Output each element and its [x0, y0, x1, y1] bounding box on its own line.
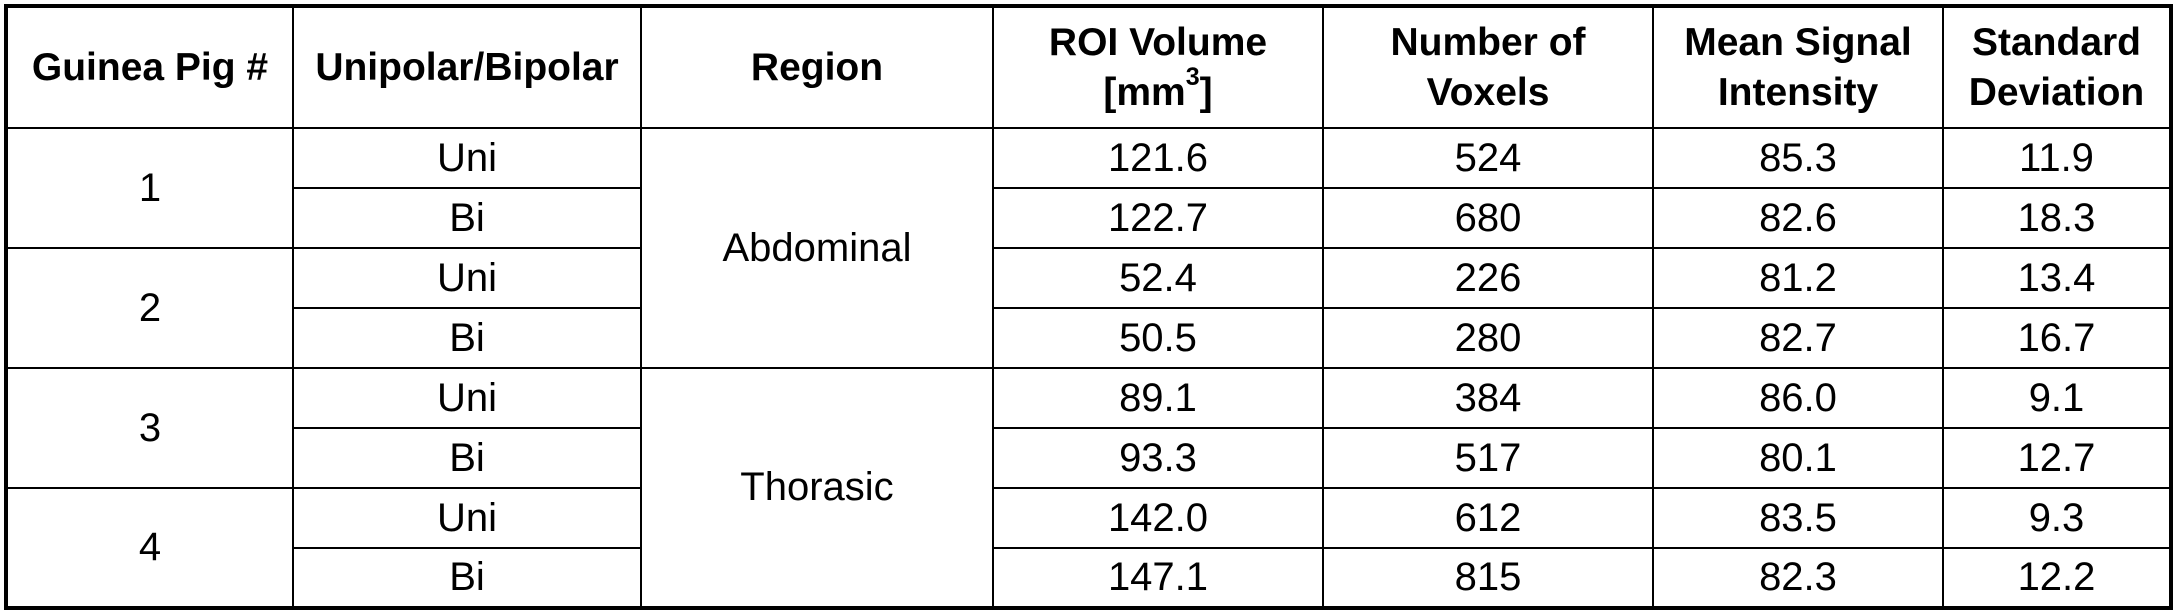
header-cell-mean-signal: Mean Signal Intensity	[1652, 5, 1944, 129]
cell-guinea-pig: 3	[5, 367, 294, 489]
table-header: Guinea Pig # Unipolar/Bipolar Region ROI…	[5, 5, 2172, 129]
cell-roi-volume: 93.3	[992, 427, 1324, 489]
superscript-3: 3	[1185, 62, 1200, 91]
cell-std-dev: 9.1	[1942, 367, 2172, 429]
cell-mean-signal: 80.1	[1652, 427, 1944, 489]
cell-voxels: 612	[1322, 487, 1654, 549]
cell-voxels: 680	[1322, 187, 1654, 249]
header-cell-std-dev: Standard Deviation	[1942, 5, 2172, 129]
cell-roi-volume: 121.6	[992, 127, 1324, 189]
table-row: 3 Uni Thorasic 89.1 384 86.0 9.1	[5, 367, 2172, 609]
cell-mean-signal: 82.7	[1652, 307, 1944, 369]
cell-std-dev: 12.2	[1942, 547, 2172, 609]
cell-polarity: Uni	[292, 247, 642, 309]
cell-std-dev: 11.9	[1942, 127, 2172, 189]
cell-mean-signal: 82.3	[1652, 547, 1944, 609]
cell-mean-signal: 86.0	[1652, 367, 1944, 429]
cell-voxels: 280	[1322, 307, 1654, 369]
cell-polarity: Uni	[292, 367, 642, 429]
cell-polarity: Bi	[292, 307, 642, 369]
cell-roi-volume: 142.0	[992, 487, 1324, 549]
header-cell-roi-volume: ROI Volume [mm3]	[992, 5, 1324, 129]
cell-mean-signal: 85.3	[1652, 127, 1944, 189]
header-cell-polarity: Unipolar/Bipolar	[292, 5, 642, 129]
cell-polarity: Uni	[292, 487, 642, 549]
header-cell-region: Region	[640, 5, 994, 129]
cell-mean-signal: 82.6	[1652, 187, 1944, 249]
cell-polarity: Bi	[292, 427, 642, 489]
roi-volume-label: ROI Volume	[1048, 20, 1268, 64]
table-row: 4 Uni 142.0 612 83.5 9.3	[5, 487, 2172, 609]
cell-mean-signal: 81.2	[1652, 247, 1944, 309]
cell-roi-volume: 147.1	[992, 547, 1324, 609]
roi-measurement-table-container: Guinea Pig # Unipolar/Bipolar Region ROI…	[4, 4, 2173, 610]
cell-std-dev: 16.7	[1942, 307, 2172, 369]
roi-measurement-table: Guinea Pig # Unipolar/Bipolar Region ROI…	[4, 4, 2173, 610]
header-cell-voxels: Number of Voxels	[1322, 5, 1654, 129]
table-row: Bi 50.5 280 82.7 16.7	[6, 307, 2172, 369]
table-row: Bi 93.3 517 80.1 12.7	[6, 427, 2172, 489]
cell-roi-volume: 52.4	[992, 247, 1324, 309]
header-cell-guinea-pig: Guinea Pig #	[5, 5, 294, 129]
cell-roi-volume: 89.1	[992, 367, 1324, 429]
cell-roi-volume: 122.7	[992, 187, 1324, 249]
header-row: Guinea Pig # Unipolar/Bipolar Region ROI…	[5, 5, 2172, 129]
cell-voxels: 384	[1322, 367, 1654, 429]
cell-std-dev: 12.7	[1942, 427, 2172, 489]
roi-volume-unit: [mm3]	[1103, 62, 1213, 114]
cell-polarity: Uni	[292, 127, 642, 189]
table-row: Bi 122.7 680 82.6 18.3	[6, 187, 2172, 249]
table-body: 1 Uni Abdominal 121.6 524 85.3 11.9 Bi 1…	[5, 127, 2172, 609]
cell-guinea-pig: 4	[5, 487, 294, 609]
table-row: 1 Uni Abdominal 121.6 524 85.3 11.9	[5, 127, 2172, 369]
cell-mean-signal: 83.5	[1652, 487, 1944, 549]
cell-voxels: 226	[1322, 247, 1654, 309]
cell-std-dev: 13.4	[1942, 247, 2172, 309]
cell-guinea-pig: 1	[5, 127, 294, 249]
cell-std-dev: 9.3	[1942, 487, 2172, 549]
cell-guinea-pig: 2	[5, 247, 294, 369]
cell-polarity: Bi	[292, 547, 642, 609]
table-row: 2 Uni 52.4 226 81.2 13.4	[5, 247, 2172, 369]
cell-voxels: 524	[1322, 127, 1654, 189]
cell-region: Thorasic	[640, 367, 994, 609]
cell-voxels: 815	[1322, 547, 1654, 609]
table-row: Bi 147.1 815 82.3 12.2	[6, 547, 2172, 609]
cell-roi-volume: 50.5	[992, 307, 1324, 369]
cell-polarity: Bi	[292, 187, 642, 249]
cell-voxels: 517	[1322, 427, 1654, 489]
cell-std-dev: 18.3	[1942, 187, 2172, 249]
cell-region: Abdominal	[640, 127, 994, 369]
